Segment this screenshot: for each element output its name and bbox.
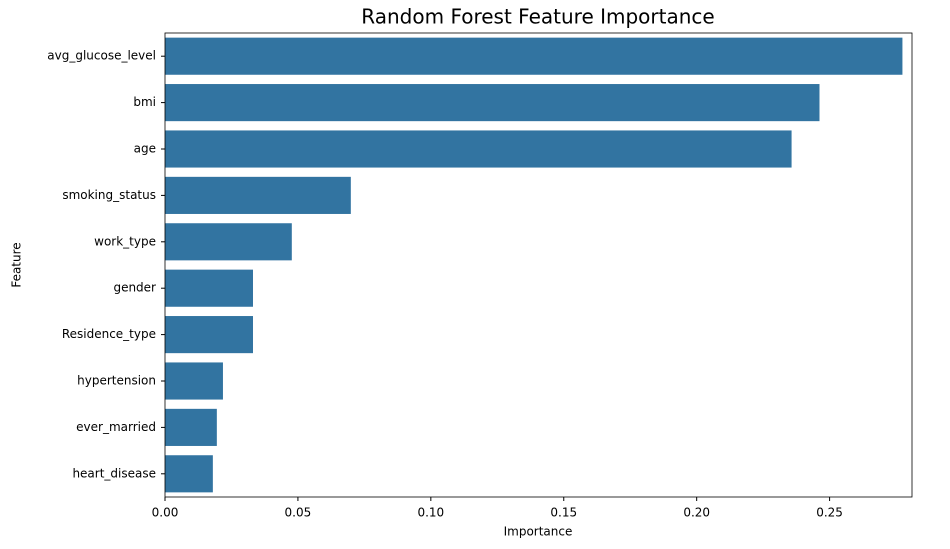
x-tick-label: 0.10 <box>417 506 444 520</box>
y-tick-label: heart_disease <box>72 466 156 480</box>
bar <box>165 455 213 493</box>
plot-frame <box>164 32 913 498</box>
y-tick-label: bmi <box>133 95 156 109</box>
y-tick-label: work_type <box>94 234 156 248</box>
y-tick-label: Residence_type <box>62 327 156 341</box>
x-tick-label: 0.00 <box>152 506 179 520</box>
x-tick-label: 0.20 <box>683 506 710 520</box>
bar <box>165 176 351 214</box>
bar <box>165 37 903 75</box>
y-axis-label: Feature <box>10 242 24 287</box>
bar <box>165 130 792 168</box>
y-tick-label: gender <box>113 281 156 295</box>
x-tick-label: 0.25 <box>816 506 843 520</box>
bar <box>165 269 253 307</box>
bar <box>165 408 217 446</box>
bar <box>165 84 820 122</box>
y-tick-label: ever_married <box>76 420 156 434</box>
x-tick-label: 0.05 <box>285 506 312 520</box>
y-tick-label: avg_glucose_level <box>47 49 156 63</box>
y-tick-label: age <box>134 142 156 156</box>
bar <box>165 362 223 400</box>
y-tick-label: hypertension <box>77 374 156 388</box>
x-axis-label: Importance <box>504 525 573 539</box>
y-tick-label: smoking_status <box>62 188 156 202</box>
x-tick-label: 0.15 <box>550 506 577 520</box>
bar <box>165 316 253 354</box>
chart-title: Random Forest Feature Importance <box>361 5 714 29</box>
bar <box>165 223 292 261</box>
